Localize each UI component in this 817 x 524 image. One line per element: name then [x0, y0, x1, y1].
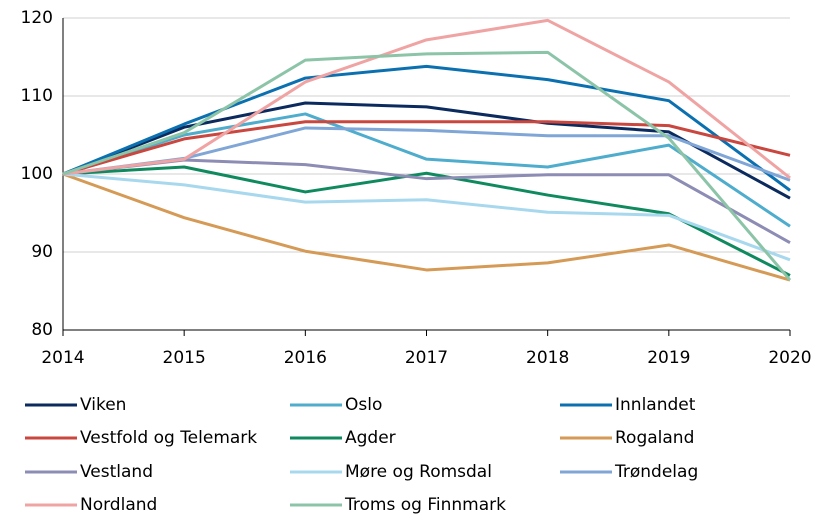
series-line — [62, 101, 791, 200]
x-tick-label: 2016 — [284, 348, 327, 368]
legend-label: Oslo — [345, 395, 382, 415]
y-tick-label: 110 — [21, 86, 53, 106]
legend-label: Rogaland — [615, 428, 694, 448]
x-tick-label: 2017 — [405, 348, 448, 368]
legend-label: Agder — [345, 428, 396, 448]
legend-label: Trøndelag — [614, 462, 698, 482]
x-tick-label: 2019 — [647, 348, 690, 368]
series-line — [62, 172, 791, 262]
y-tick-label: 90 — [31, 242, 53, 262]
series-line — [62, 18, 791, 180]
x-tick-label: 2015 — [163, 348, 206, 368]
legend-label: Møre og Romsdal — [345, 462, 492, 482]
x-tick-label: 2020 — [768, 348, 811, 368]
legend-label: Viken — [80, 395, 126, 415]
series-line — [62, 64, 791, 192]
legend-label: Troms og Finnmark — [344, 495, 506, 515]
series-line — [62, 112, 791, 228]
y-tick-label: 80 — [31, 320, 53, 340]
legend-label: Vestland — [80, 462, 153, 482]
series-line — [62, 120, 791, 176]
y-tick-label: 120 — [21, 8, 53, 28]
series-line — [62, 50, 792, 282]
legend-label: Innlandet — [615, 395, 696, 415]
legend-label: Nordland — [80, 495, 157, 515]
x-tick-label: 2018 — [526, 348, 569, 368]
x-tick-label: 2014 — [41, 348, 84, 368]
series-line — [62, 165, 791, 277]
legend-label: Vestfold og Telemark — [80, 428, 257, 448]
y-tick-label: 100 — [21, 164, 53, 184]
series-line — [62, 172, 791, 282]
